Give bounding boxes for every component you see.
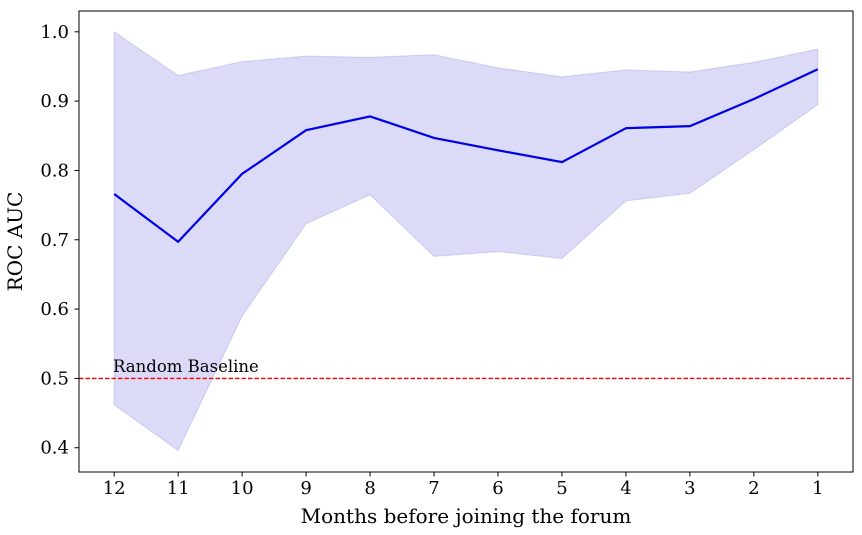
x-tick-label-5: 5 [556, 478, 567, 499]
y-tick-label-0.4: 0.4 [40, 438, 69, 459]
confidence-band [113, 30, 819, 452]
x-tick-label-4: 4 [620, 478, 631, 499]
axes-border [78, 10, 854, 473]
x-tick-label-12: 12 [103, 478, 126, 499]
random-baseline-annotation: Random Baseline [113, 357, 259, 376]
x-tick-label-3: 3 [684, 478, 695, 499]
y-tick-label-0.6: 0.6 [40, 299, 69, 320]
y-tick-label-0.9: 0.9 [40, 91, 69, 112]
y-tick-label-1.0: 1.0 [40, 22, 69, 43]
x-tick-label-10: 10 [231, 478, 254, 499]
chart-dynamic-layer: 12 11 10 9 8 7 6 5 4 3 2 1 0.4 0.5 0.6 0.7 0.8 0.9 1.0 [40, 10, 854, 499]
x-tick-label-9: 9 [300, 478, 311, 499]
x-tick-label-11: 11 [167, 478, 190, 499]
x-axis-label: Months before joining the forum [301, 504, 632, 528]
y-tick-label-0.8: 0.8 [40, 160, 69, 181]
y-tick-label-0.5: 0.5 [40, 368, 69, 389]
y-tick-label-0.7: 0.7 [40, 230, 69, 251]
mean-roc-auc-line [113, 68, 819, 244]
x-tick-label-7: 7 [428, 478, 439, 499]
x-tick-label-1: 1 [812, 478, 823, 499]
x-tick-label-6: 6 [492, 478, 503, 499]
x-tick-label-2: 2 [748, 478, 759, 499]
x-tick-label-8: 8 [364, 478, 375, 499]
y-axis-label: ROC AUC [3, 192, 27, 292]
